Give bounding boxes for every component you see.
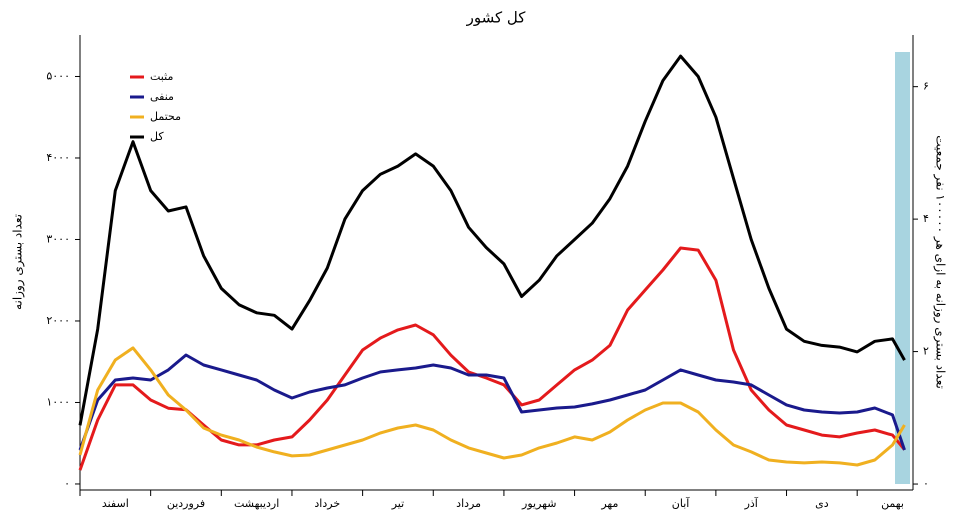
y2-tick-label: ۴ bbox=[923, 212, 929, 225]
x-tick-label: تیر bbox=[391, 497, 404, 510]
y-tick-label: ۵۰۰۰ bbox=[46, 69, 70, 82]
x-tick-label: مرداد bbox=[456, 497, 481, 510]
y2-tick-label: ۲ bbox=[923, 345, 929, 358]
legend-label: مثبت bbox=[150, 70, 173, 83]
y-tick-label: ۱۰۰۰ bbox=[46, 395, 70, 408]
legend-label: منفی bbox=[150, 90, 174, 103]
x-tick-label: مهر bbox=[600, 497, 618, 510]
x-tick-label: اسفند bbox=[102, 497, 129, 510]
x-tick-label: اردیبهشت bbox=[234, 497, 279, 510]
y-axis-label: تعداد بستری روزانه bbox=[11, 214, 26, 310]
x-tick-label: دی bbox=[815, 497, 829, 510]
y2-tick-label: ۰ bbox=[923, 477, 929, 490]
x-tick-label: آذر bbox=[744, 496, 759, 510]
series-line bbox=[78, 353, 906, 451]
series-line bbox=[78, 54, 906, 426]
y-tick-label: ۳۰۰۰ bbox=[46, 232, 70, 245]
y-tick-label: ۲۰۰۰ bbox=[46, 314, 70, 327]
chart-title: کل کشور bbox=[466, 9, 527, 27]
y-tick-label: ۴۰۰۰ bbox=[46, 151, 70, 164]
series-line bbox=[78, 346, 906, 467]
right-band bbox=[895, 52, 910, 484]
x-tick-label: شهریور bbox=[521, 497, 556, 510]
y-tick-label: ۰ bbox=[64, 477, 70, 490]
x-tick-label: فروردین bbox=[167, 497, 205, 510]
y2-tick-label: ۶ bbox=[923, 80, 929, 93]
legend-label: کل bbox=[150, 130, 164, 143]
x-tick-label: خرداد bbox=[314, 497, 340, 510]
x-tick-label: بهمن bbox=[881, 497, 904, 510]
legend-label: محتمل bbox=[150, 110, 181, 123]
x-tick-label: آبان bbox=[672, 496, 690, 510]
y2-axis-label: تعداد بستری روزانه به ازای هر ۱۰۰۰۰۰ نفر… bbox=[933, 135, 948, 389]
series-line bbox=[78, 246, 906, 471]
